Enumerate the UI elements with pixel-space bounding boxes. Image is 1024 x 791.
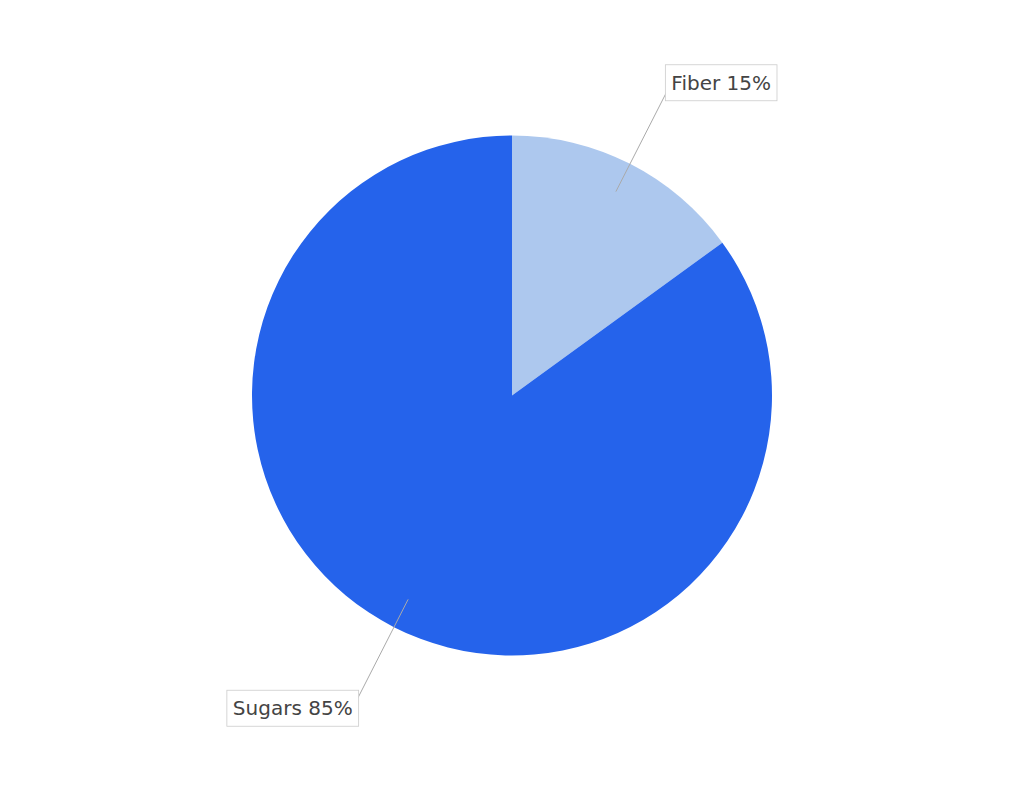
pie-slice bbox=[252, 136, 772, 656]
label-box bbox=[227, 690, 359, 726]
chart: Fiber 15% Sugars 85% bbox=[0, 0, 1024, 791]
data-label: Sugars 85% bbox=[233, 696, 353, 720]
data-label: Fiber 15% bbox=[671, 71, 771, 95]
slices bbox=[252, 136, 772, 656]
leader-line bbox=[616, 83, 671, 192]
leader-line bbox=[353, 599, 408, 708]
labels: Fiber 15% Sugars 85% bbox=[227, 65, 777, 726]
label-box bbox=[665, 65, 777, 101]
